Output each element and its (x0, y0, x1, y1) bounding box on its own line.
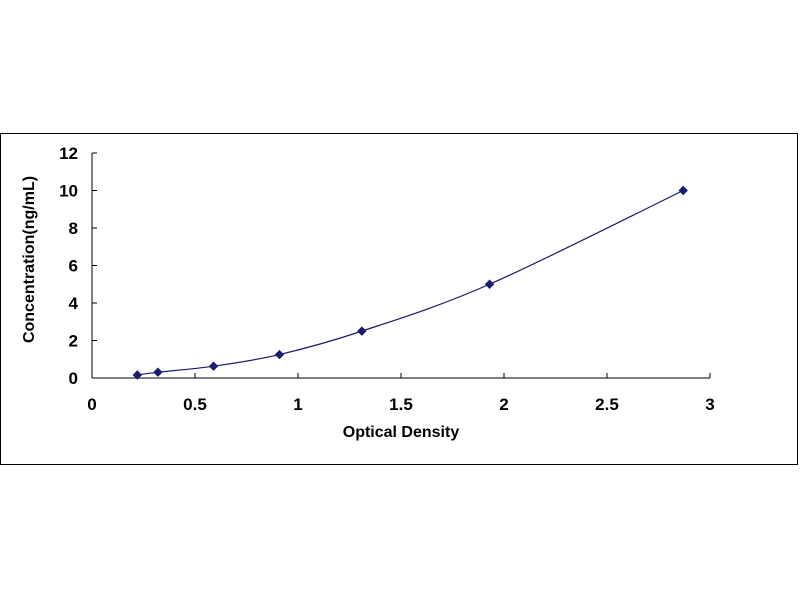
data-point (357, 326, 367, 336)
y-tick-label: 6 (69, 257, 78, 276)
data-point (274, 349, 285, 360)
x-axis-title: Optical Density (343, 424, 460, 441)
y-tick-label: 10 (59, 182, 78, 201)
data-point (208, 361, 219, 371)
x-tick-label: 2.5 (595, 395, 619, 414)
data-point (678, 185, 688, 196)
chart-frame (0, 133, 798, 465)
x-tick-label: 0.5 (183, 395, 207, 414)
y-axis-title: Concentration(ng/mL) (21, 176, 38, 343)
y-tick-label: 4 (69, 294, 79, 313)
x-tick-label: 1.5 (389, 395, 413, 414)
x-tick-label: 3 (705, 395, 714, 414)
y-tick-label: 2 (69, 332, 78, 351)
data-points (132, 185, 688, 380)
y-tick-label: 8 (69, 219, 78, 238)
data-point (484, 279, 495, 289)
y-ticks: 0 2 4 6 8 10 12 (59, 144, 97, 388)
y-tick-label: 0 (69, 369, 78, 388)
x-tick-label: 2 (499, 395, 508, 414)
axes (91, 153, 710, 379)
y-tick-label: 12 (59, 144, 78, 163)
x-ticks: 0 0.5 1 1.5 2 2.5 3 (87, 373, 715, 414)
x-tick-label: 1 (293, 395, 302, 414)
data-point (132, 370, 143, 380)
x-tick-label: 0 (87, 395, 96, 414)
data-point (153, 367, 163, 377)
fit-curve (137, 189, 684, 376)
